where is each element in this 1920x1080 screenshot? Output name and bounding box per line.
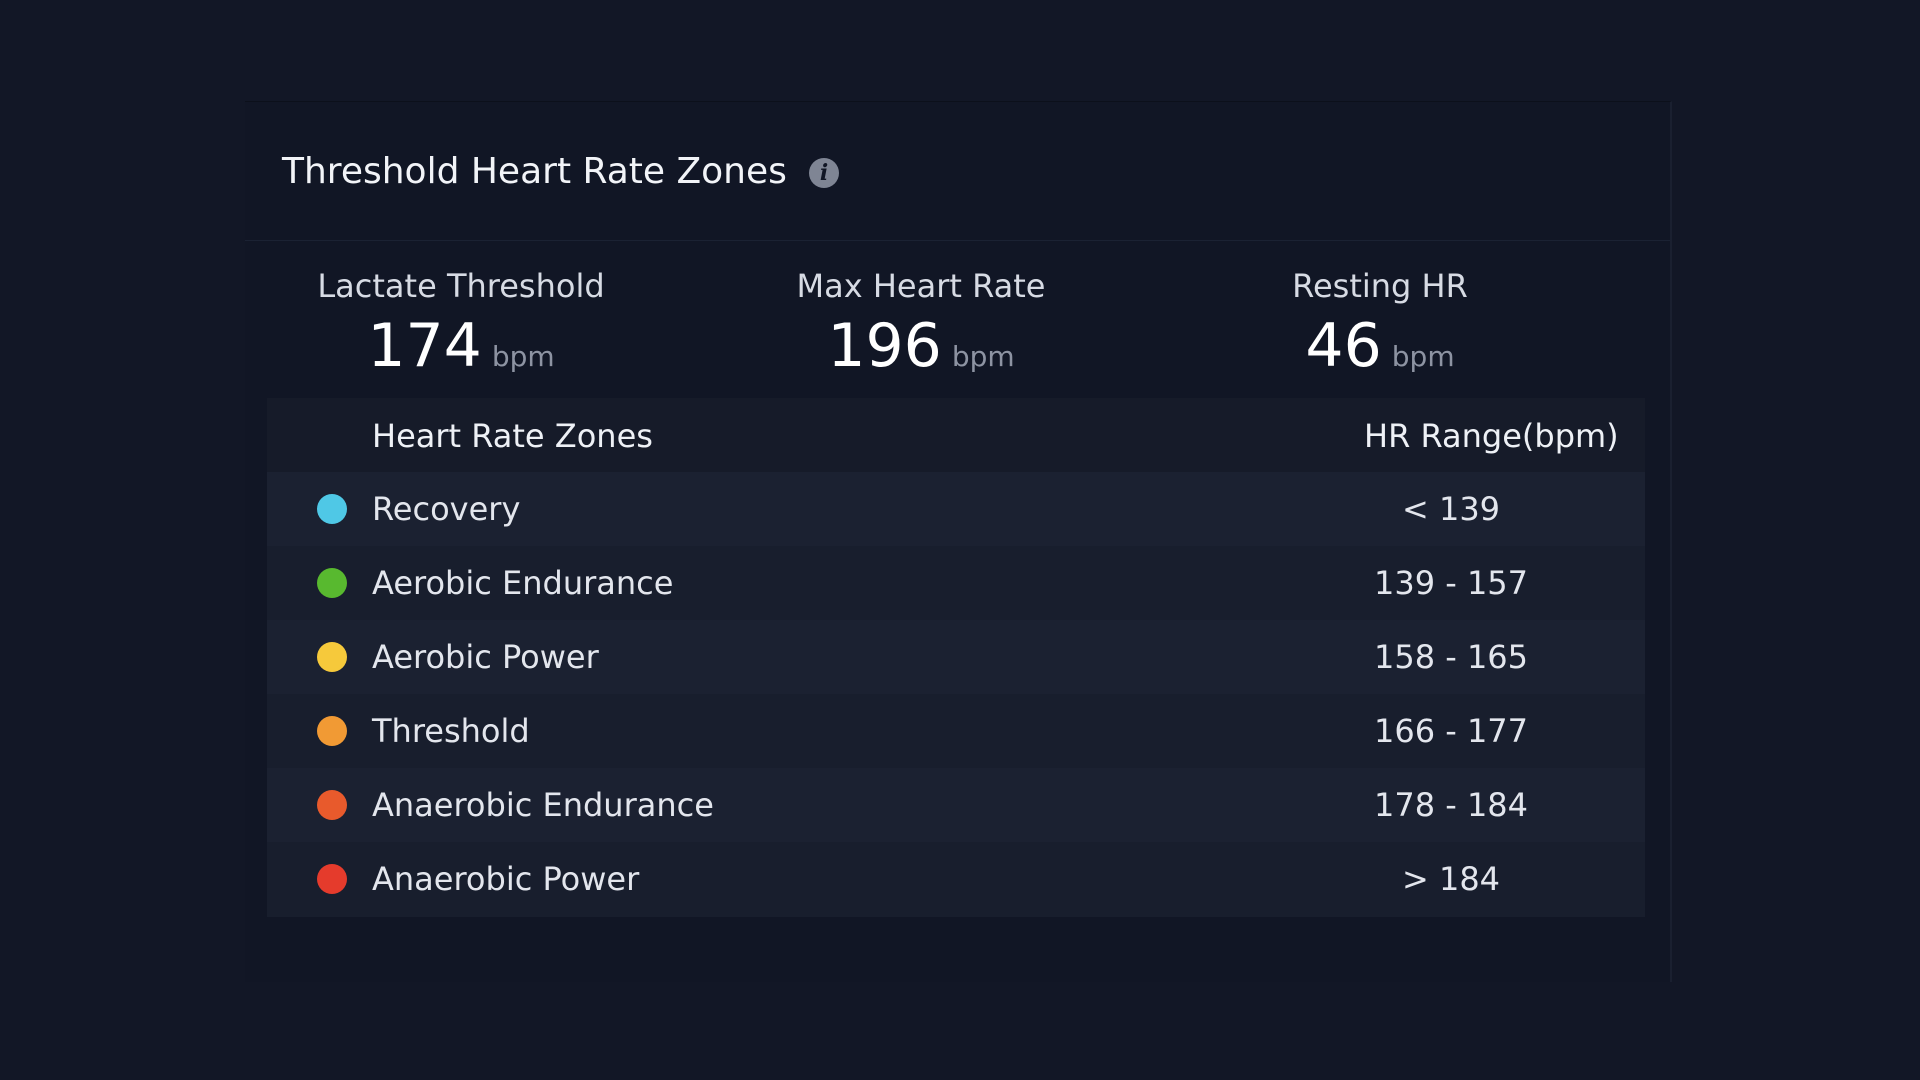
table-header: Heart Rate Zones HR Range(bpm) [267,398,1645,472]
zone-color-dot [317,568,347,598]
zone-name: Anaerobic Endurance [372,786,714,824]
stat-max-heart-rate: Max Heart Rate 196 bpm [711,266,1131,393]
zone-color-dot [317,642,347,672]
stat-value-row: 174 bpm [251,314,671,393]
stat-label: Lactate Threshold [317,267,605,305]
zone-color-dot [317,864,347,894]
stat-value: 196 [827,311,942,381]
zones-table: Heart Rate Zones HR Range(bpm) Recovery … [267,398,1645,917]
table-row: Aerobic Power 158 - 165 [267,620,1645,694]
stat-label: Max Heart Rate [796,267,1046,305]
zone-range: 166 - 177 [1373,712,1529,750]
zone-range: 178 - 184 [1373,786,1529,824]
card-title: Threshold Heart Rate Zones [282,151,787,192]
stat-value: 46 [1305,311,1382,381]
zone-range: > 184 [1401,860,1501,898]
zone-range: 139 - 157 [1373,564,1529,602]
info-icon[interactable]: i [809,158,839,188]
zone-color-dot [317,494,347,524]
zone-name: Recovery [372,490,521,528]
column-header-range: HR Range(bpm) [1364,417,1619,455]
zone-range: 158 - 165 [1373,638,1529,676]
stat-value-row: 46 bpm [1170,314,1590,393]
stat-label: Resting HR [1292,267,1468,305]
card-header: Threshold Heart Rate Zones i [245,102,1670,241]
stat-resting-hr: Resting HR 46 bpm [1170,266,1590,393]
stat-unit: bpm [1391,340,1455,373]
stat-value: 174 [367,311,482,381]
table-row: Recovery < 139 [267,472,1645,546]
column-header-zones: Heart Rate Zones [372,417,653,455]
zone-range: < 139 [1401,490,1501,528]
zone-name: Threshold [372,712,530,750]
heart-rate-zones-card: Threshold Heart Rate Zones i Lactate Thr… [245,101,1672,982]
stat-unit: bpm [951,340,1015,373]
stat-value-row: 196 bpm [711,314,1131,393]
table-row: Anaerobic Power > 184 [267,842,1645,916]
zone-color-dot [317,716,347,746]
zone-name: Anaerobic Power [372,860,640,898]
zone-name: Aerobic Endurance [372,564,674,602]
table-row: Aerobic Endurance 139 - 157 [267,546,1645,620]
stat-unit: bpm [491,340,555,373]
table-row: Threshold 166 - 177 [267,694,1645,768]
zone-name: Aerobic Power [372,638,599,676]
zone-color-dot [317,790,347,820]
table-row: Anaerobic Endurance 178 - 184 [267,768,1645,842]
stat-lactate-threshold: Lactate Threshold 174 bpm [251,266,671,393]
